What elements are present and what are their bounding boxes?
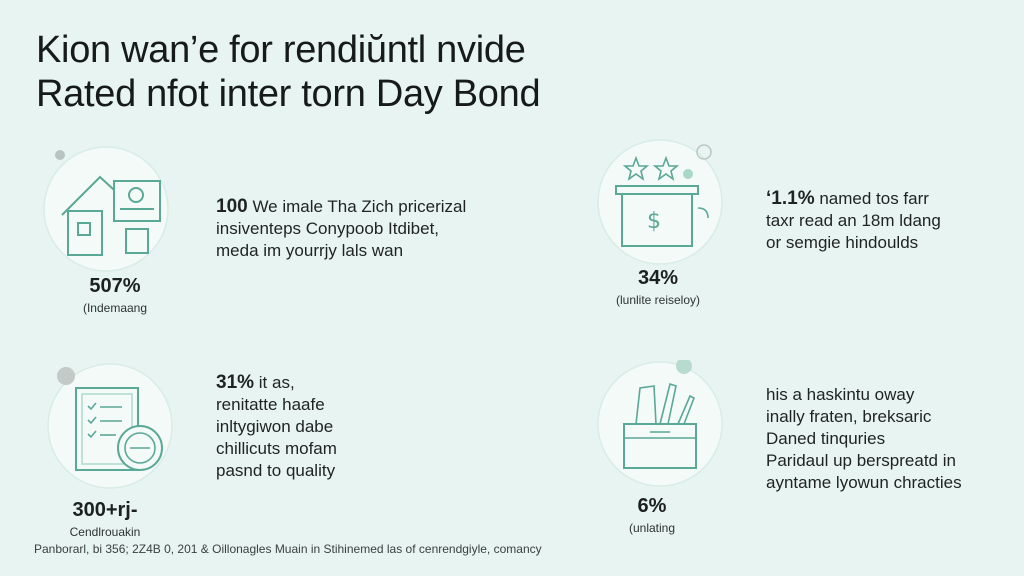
stat-label: (unlating (628, 521, 676, 535)
stat-label: (lunlite reiseloy) (615, 293, 701, 307)
dollar-box-stars-icon: $ (596, 138, 724, 266)
text-block-3: 31% it as, renitatte haafe inltygiwon da… (216, 372, 337, 482)
stat-block-4: 6% (unlating (596, 494, 708, 536)
text-block-2: ‘1.1% named tos farr taxr read an 18m ld… (766, 188, 941, 254)
text-line: meda im yourrjy lals wan (216, 241, 404, 260)
text-line: We imale Tha Zich pricerizal (252, 197, 467, 216)
text-line: chillicuts mofam (216, 439, 337, 458)
stat-block-1: 507% (Indemaang (60, 274, 170, 316)
stat-label: Cendlrouakin (69, 525, 141, 539)
house-document-icon (42, 145, 170, 273)
text-line: Daned tinquries (766, 429, 886, 448)
text-line: taxr read an 18m ldang (766, 211, 941, 230)
text-line: inltygiwon dabe (216, 417, 334, 436)
text-line: inally fraten, breksaric (766, 407, 932, 426)
text-line: pasnd to quality (216, 461, 336, 480)
stat-block-3: 300+rj- Cendlrouakin (40, 498, 170, 540)
text-line: or semgie hindoulds (766, 233, 919, 252)
title-line-1: Kion wan’e for rendiŭntl nvide (36, 29, 526, 71)
title-line-2: Rated nfot inter torn Day Bond (36, 73, 541, 115)
stat-block-2: 34% (lunlite reiseloy) (588, 266, 728, 308)
stat-value: 34% (637, 267, 679, 289)
page-title: Kion wan’e for rendiŭntl nvide Rated nfo… (36, 28, 541, 116)
text-lead: 100 (216, 196, 248, 217)
stat-value: 6% (637, 495, 667, 517)
stat-value: 507% (89, 275, 141, 297)
text-line: Paridaul up berspreatd in (766, 451, 956, 470)
text-line: named tos farr (819, 189, 929, 208)
text-line: insiventeps Conypoob Itdibet, (216, 219, 440, 238)
text-line: ayntame lyowun chracties (766, 473, 962, 492)
text-lead: ‘1.1% (766, 188, 815, 209)
box-tools-icon (596, 360, 724, 488)
text-block-4: his a haskintu oway inally fraten, breks… (766, 384, 962, 494)
svg-text:$: $ (647, 209, 661, 234)
stat-label: (Indemaang (82, 301, 148, 315)
text-line: renitatte haafe (216, 395, 325, 414)
text-block-1: 100 We imale Tha Zich pricerizal insiven… (216, 196, 466, 262)
footer-note: Panborarl, bi 356; 2Z4B 0, 201 & Oillona… (34, 542, 542, 556)
checklist-card-icon (46, 362, 174, 490)
text-lead: 31% (216, 372, 255, 393)
stat-value: 300+rj- (72, 499, 138, 521)
text-line: it as, (258, 373, 295, 392)
text-line: his a haskintu oway (766, 385, 915, 404)
